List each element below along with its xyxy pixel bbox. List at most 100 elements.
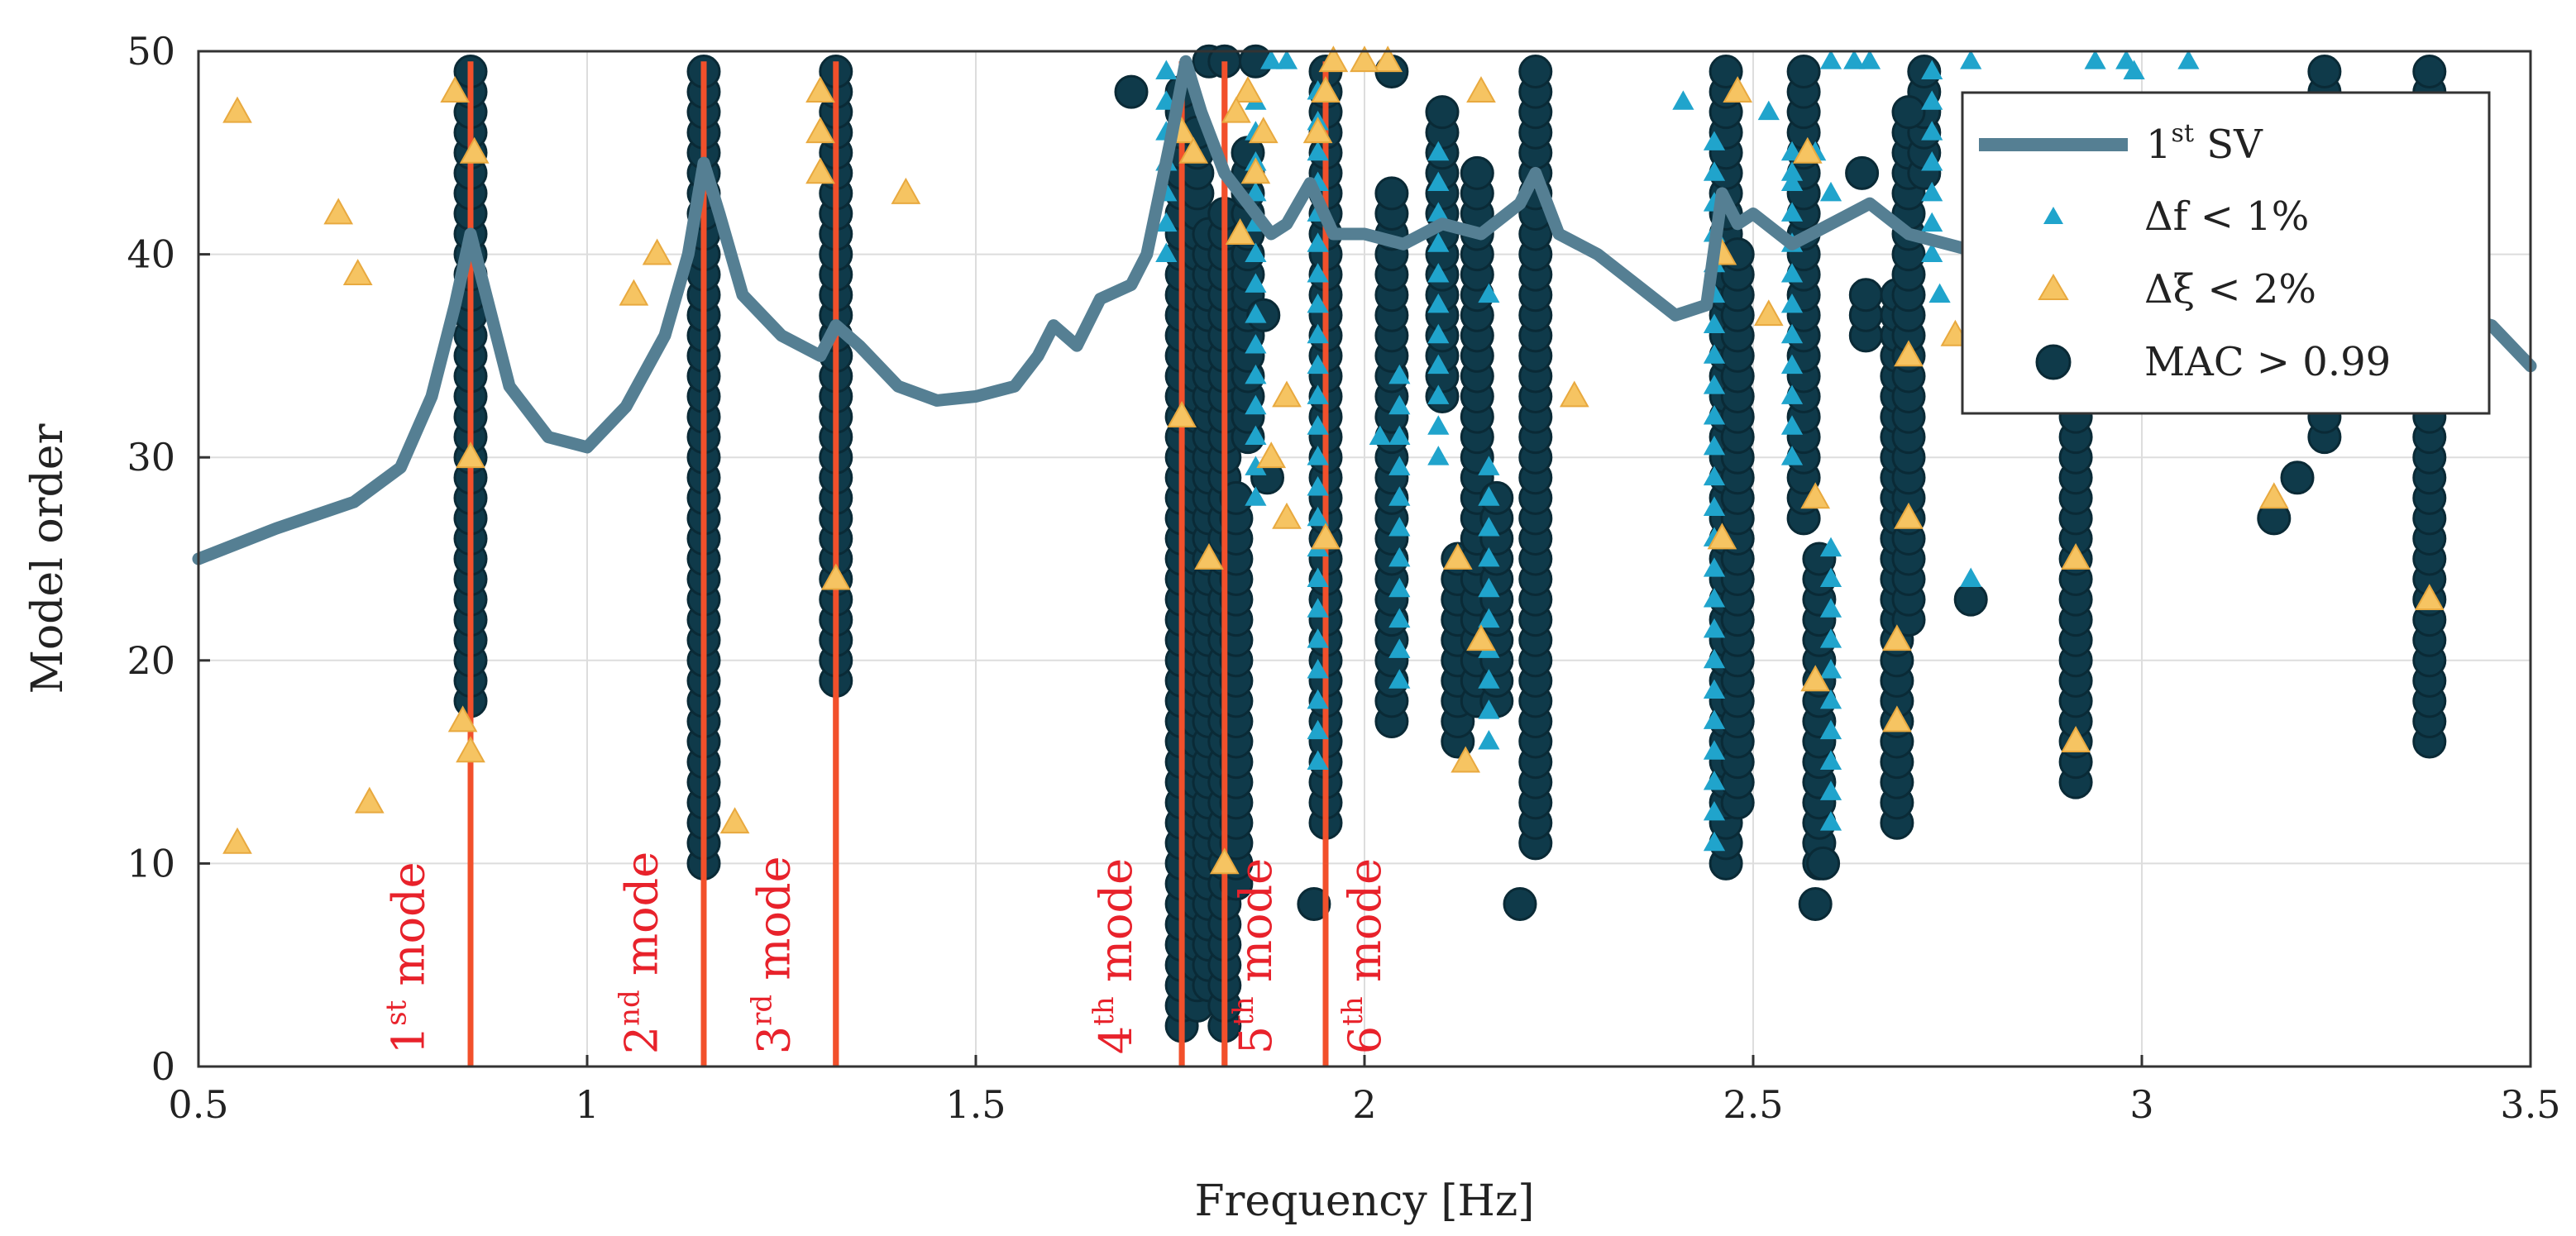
df-marker [1780,293,1804,313]
df-marker [1703,740,1726,760]
df-marker [1921,121,1943,141]
df-marker [1307,598,1329,618]
df-marker [1478,456,1500,475]
mac-marker [1518,55,1553,89]
df-marker [1819,659,1842,679]
df-marker [1478,669,1500,689]
df-marker [1307,323,1329,344]
df-marker [1155,242,1178,262]
legend-mac-swatch [2035,344,2072,380]
df-marker [1388,546,1411,567]
dxi-marker [1302,117,1333,144]
dxi-marker [1225,217,1255,245]
mac-marker [1425,95,1460,130]
x-tick-label: 3 [2129,1082,2153,1127]
mode-label-suffix: nd [614,990,647,1026]
mode-label-text: mode [748,856,800,994]
mode-label-text: mode [1090,858,1142,996]
df-marker [2123,60,2145,79]
dxi-marker [1256,441,1287,469]
df-marker [1819,181,1842,202]
dxi-marker [1707,523,1737,550]
df-marker [1780,446,1804,465]
df-marker [1780,323,1804,344]
df-marker [1307,475,1329,496]
mode-label-text: mode [1339,858,1391,996]
df-marker [1478,517,1500,537]
df-marker [1388,517,1411,537]
df-marker [1245,425,1267,446]
mode-label-suffix: th [1336,996,1369,1026]
dxi-marker [222,827,252,854]
dxi-marker [1221,96,1251,123]
df-marker [1819,689,1842,709]
dxi-marker [1233,76,1263,103]
df-marker [1388,364,1411,384]
df-marker [1388,577,1411,598]
df-marker [1307,141,1329,161]
dxi-marker [1882,624,1912,651]
df-marker [1307,689,1329,709]
dxi-marker [1559,380,1589,408]
mac-marker [1953,582,1988,617]
mode-label-number: 5 [1230,1026,1282,1054]
dxi-marker [456,736,485,763]
mac-marker [1806,846,1841,880]
legend-label-main: Δf < 1% [2144,193,2309,240]
df-marker [1307,293,1329,313]
df-marker [1478,608,1500,628]
dxi-marker [1894,340,1924,367]
df-marker [1427,171,1450,192]
dxi-marker [1800,482,1831,509]
dxi-marker [222,96,252,123]
dxi-marker [1466,76,1496,103]
df-marker [1819,628,1842,648]
tick-labels: 0.5 1 1.5 2 2.5 3 3.5 0 10 20 30 40 50 [127,29,2560,1127]
df-marker [1427,384,1450,404]
df-marker [1307,354,1329,375]
mode-label: 4th mode [1087,858,1142,1054]
dxi-marker [1792,136,1823,164]
df-marker [1757,100,1780,121]
df-marker [1960,567,1982,587]
df-marker [1155,212,1178,232]
df-marker [1703,800,1726,821]
dxi-marker [1442,542,1473,570]
mac-marker [2280,461,2315,495]
mode-label-number: 6 [1339,1026,1391,1054]
df-marker [1780,171,1804,192]
df-marker [1388,669,1411,689]
dxi-marker [1240,157,1271,184]
x-tick-label: 3.5 [2500,1082,2560,1127]
df-marker [1858,50,1881,69]
legend-label-main: Δξ < 2% [2144,266,2316,313]
legend-label-sup: st [2172,119,2194,148]
df-marker [1307,750,1329,770]
df-marker [1928,283,1951,303]
dxi-marker [805,157,835,184]
x-tick-label: 2.5 [1723,1082,1783,1127]
df-marker [1780,202,1804,222]
df-marker [1245,364,1267,384]
legend-dxi-swatch [2038,274,2069,300]
mac-marker [1709,55,1743,89]
df-marker [1369,425,1391,446]
df-marker [2084,50,2106,69]
df-marker [1155,60,1178,79]
y-tick-label: 50 [127,29,175,74]
df-marker [1388,425,1411,446]
mode-label-text: mode [1230,858,1282,996]
df-marker [1921,242,1943,262]
dxi-marker [1272,380,1302,408]
df-marker [1921,90,1943,110]
df-marker [1703,771,1726,790]
y-tick-label: 20 [127,638,175,683]
mode-label-number: 2 [616,1026,668,1054]
dxi-marker [354,786,385,814]
y-axis-title: Model order [23,423,73,694]
df-marker [1307,628,1329,648]
x-axis-title: Frequency [Hz] [1194,1176,1534,1226]
df-marker [1780,415,1804,435]
df-marker [1672,90,1694,110]
